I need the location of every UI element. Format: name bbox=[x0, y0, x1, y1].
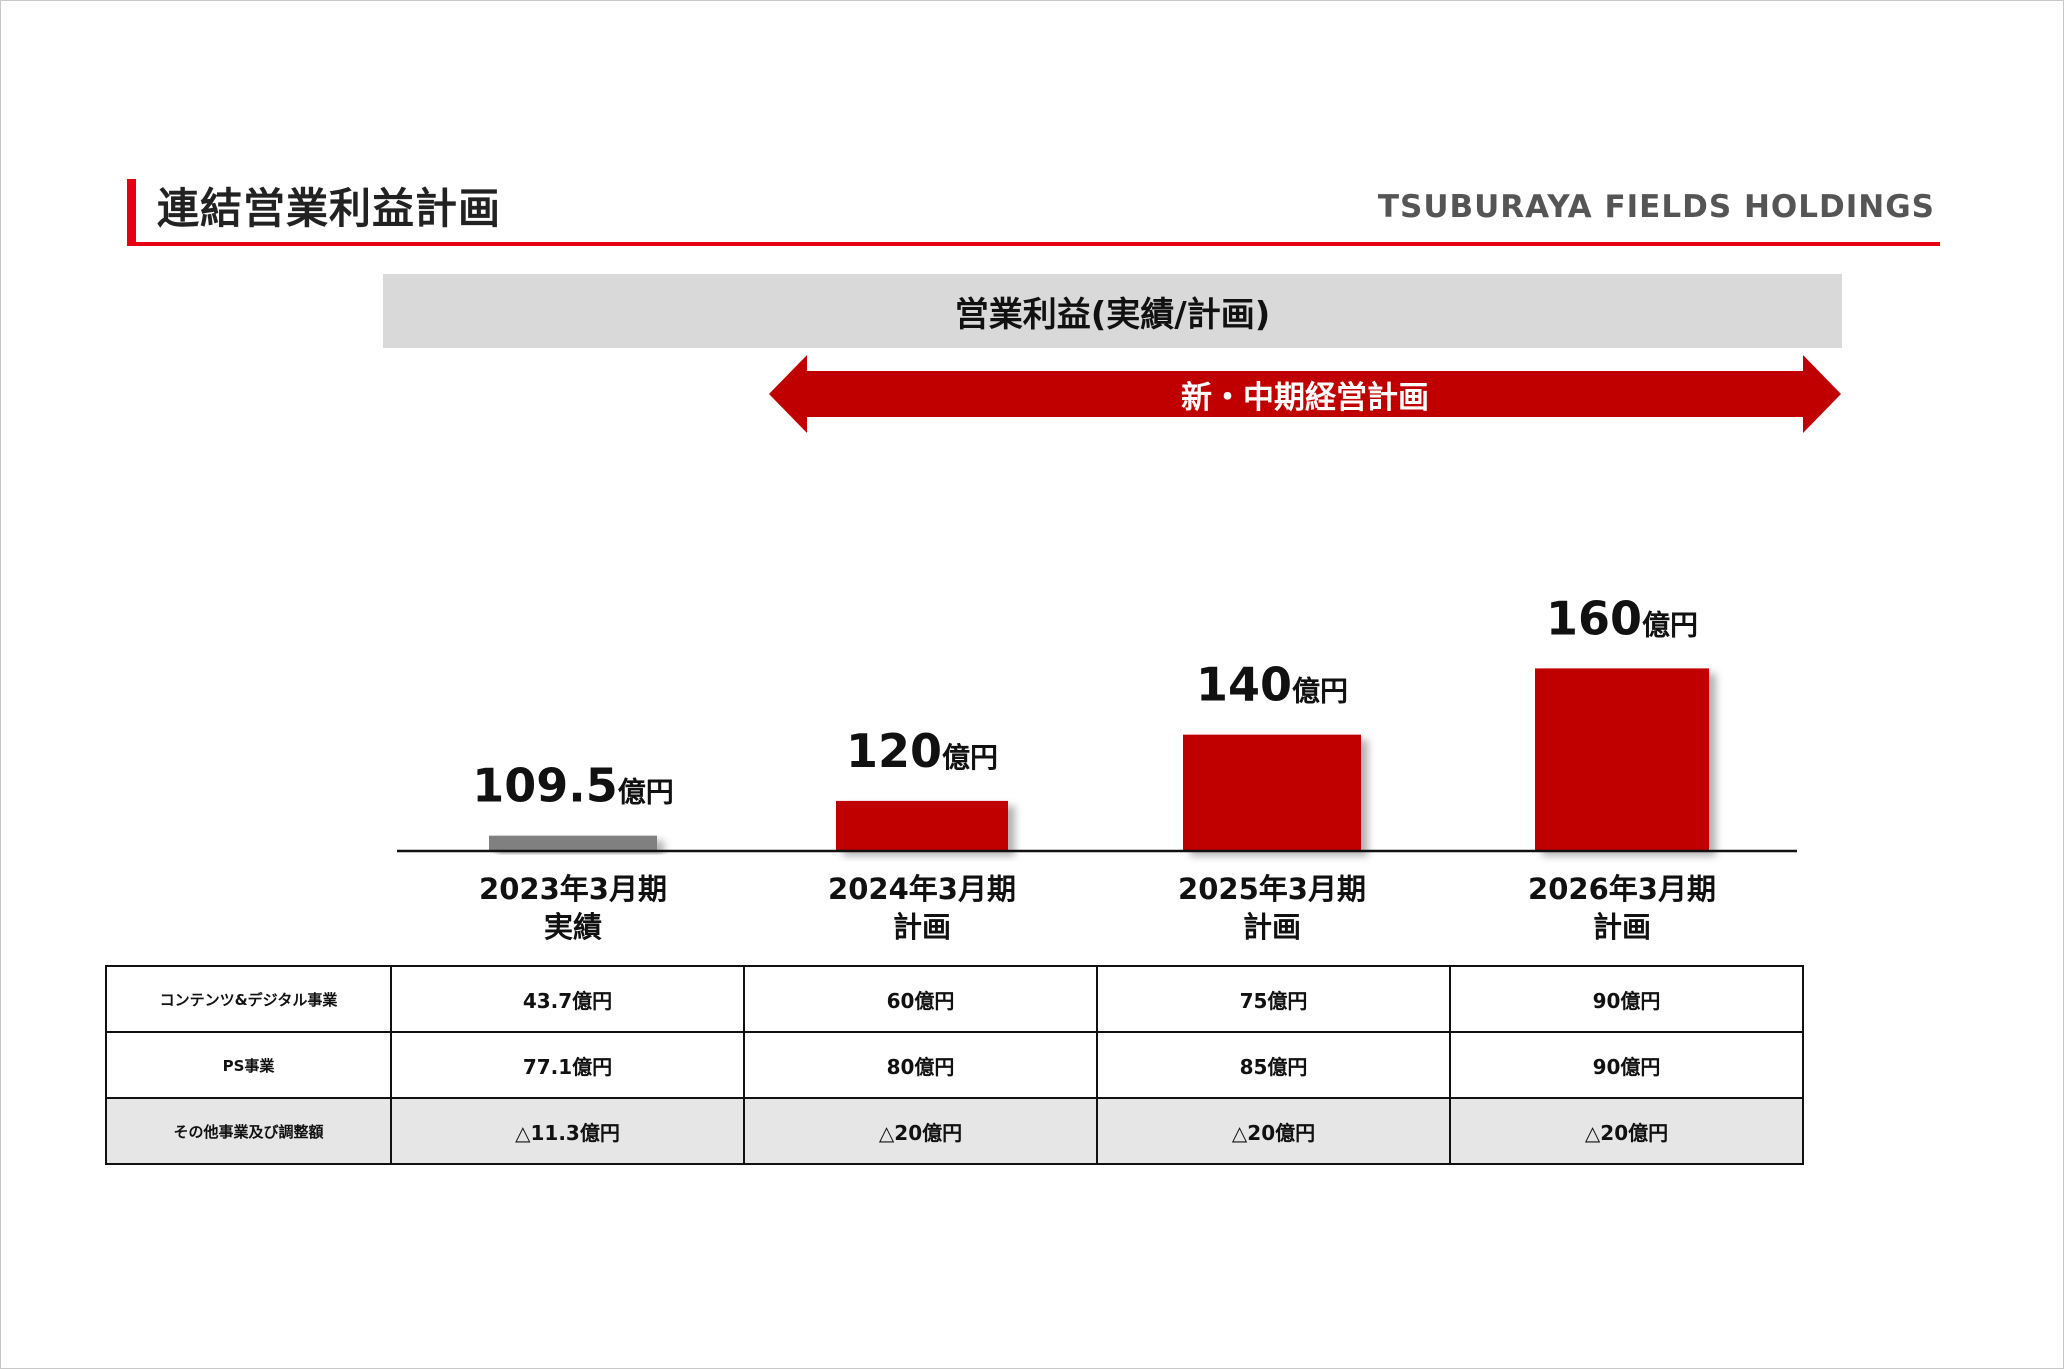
category-label-2: 2025年3月期 bbox=[1178, 872, 1366, 906]
table-cell: △20億円 bbox=[743, 1097, 1098, 1165]
table-cell: 43.7億円 bbox=[390, 965, 745, 1033]
value-label-2: 140億円 bbox=[1196, 658, 1348, 712]
table-cell: △20億円 bbox=[1449, 1097, 1804, 1165]
category-label-1: 2024年3月期 bbox=[828, 872, 1016, 906]
category-sublabel-3: 計画 bbox=[1593, 910, 1651, 941]
table-cell: 85億円 bbox=[1096, 1031, 1451, 1099]
value-label-0: 109.5億円 bbox=[472, 759, 674, 813]
plan-period-label: 新・中期経営計画 bbox=[1181, 379, 1429, 416]
table-cell: 77.1億円 bbox=[390, 1031, 745, 1099]
table-cell: △20億円 bbox=[1096, 1097, 1451, 1165]
category-sublabel-1: 計画 bbox=[893, 910, 951, 941]
table-cell: 90億円 bbox=[1449, 1031, 1804, 1099]
table-cell: 80億円 bbox=[743, 1031, 1098, 1099]
bar-2 bbox=[1183, 734, 1361, 851]
table-row: コンテンツ&デジタル事業 43.7億円 60億円 75億円 90億円 bbox=[105, 965, 1804, 1033]
value-label-1: 120億円 bbox=[846, 724, 998, 778]
bar-0 bbox=[489, 835, 657, 851]
category-sublabel-0: 実績 bbox=[544, 910, 602, 941]
row-label: PS事業 bbox=[105, 1031, 392, 1099]
table-cell: 75億円 bbox=[1096, 965, 1451, 1033]
chart-header: 営業利益(実績/計画) bbox=[383, 274, 1842, 348]
row-label: コンテンツ&デジタル事業 bbox=[105, 965, 392, 1033]
title-accent-bar bbox=[127, 179, 136, 245]
category-sublabel-2: 計画 bbox=[1243, 910, 1301, 941]
table-cell: 60億円 bbox=[743, 965, 1098, 1033]
category-label-0: 2023年3月期 bbox=[479, 872, 667, 906]
title-underline bbox=[127, 242, 1940, 246]
plan-period-arrow bbox=[769, 355, 1841, 433]
value-label-3: 160億円 bbox=[1546, 591, 1698, 645]
bar-1 bbox=[836, 800, 1008, 851]
table-cell: 90億円 bbox=[1449, 965, 1804, 1033]
page-title: 連結営業利益計画 bbox=[157, 184, 502, 233]
table-row: PS事業 77.1億円 80億円 85億円 90億円 bbox=[105, 1031, 1804, 1099]
bar-3 bbox=[1535, 668, 1709, 851]
category-label-3: 2026年3月期 bbox=[1528, 872, 1716, 906]
table-cell: △11.3億円 bbox=[390, 1097, 745, 1165]
segment-breakdown-table: コンテンツ&デジタル事業 43.7億円 60億円 75億円 90億円 PS事業 77.1億円… bbox=[105, 965, 1804, 1165]
operating-profit-chart: 109.5億円2023年3月期実績120億円2024年3月期計画140億円202… bbox=[397, 591, 1797, 941]
row-label: その他事業及び調整額 bbox=[105, 1097, 392, 1165]
brand-logo-text: TSUBURAYA FIELDS HOLDINGS bbox=[1377, 189, 1935, 225]
double-arrow-shape bbox=[769, 355, 1841, 433]
table-row: その他事業及び調整額 △11.3億円 △20億円 △20億円 △20億円 bbox=[105, 1097, 1804, 1165]
